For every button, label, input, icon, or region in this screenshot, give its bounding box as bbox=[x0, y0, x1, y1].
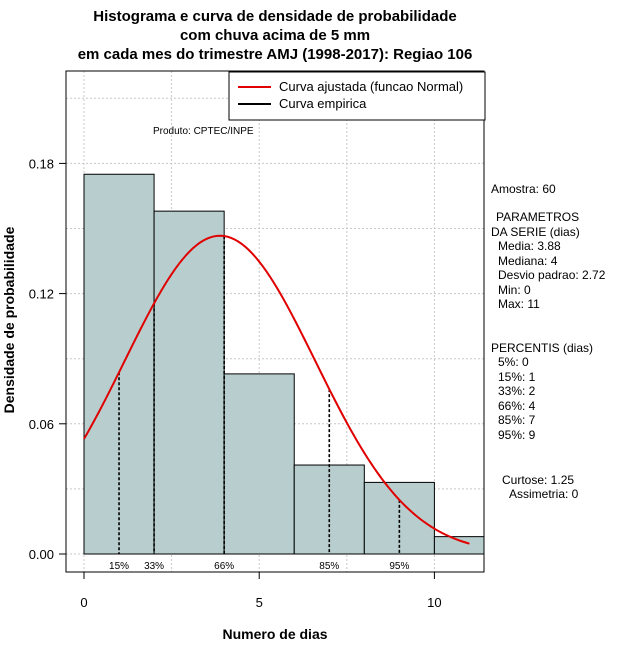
produto-label: Produto: CPTEC/INPE bbox=[153, 126, 254, 137]
legend-empirical-label: Curva empirica bbox=[279, 96, 367, 111]
parametros-subtitle: DA SERIE (dias) bbox=[491, 225, 580, 239]
assimetria-text: Assimetria: 0 bbox=[509, 487, 579, 501]
chart-title-line-3: em cada mes do trimestre AMJ (1998-2017)… bbox=[78, 46, 473, 63]
stats-panel: Amostra: 60 PARAMETROS DA SERIE (dias) M… bbox=[491, 182, 606, 501]
media-text: Media: 3.88 bbox=[498, 239, 561, 253]
max-text: Max: 11 bbox=[498, 297, 540, 311]
p5-text: 5%: 0 bbox=[498, 355, 529, 369]
parametros-title: PARAMETROS bbox=[496, 210, 579, 224]
histogram-bar-0 bbox=[83, 173, 155, 555]
percentile-lines: 15% 33% 66% 85% 95% bbox=[109, 236, 409, 572]
histogram-bar-1 bbox=[153, 210, 225, 555]
x-tick-label-0: 0 bbox=[80, 595, 87, 610]
mediana-text: Mediana: 4 bbox=[498, 254, 558, 268]
amostra-text: Amostra: 60 bbox=[491, 182, 556, 196]
percentile-label-1: 33% bbox=[144, 561, 164, 572]
curtose-text: Curtose: 1.25 bbox=[502, 473, 574, 487]
x-tick-label-2: 10 bbox=[427, 595, 441, 610]
p33-text: 33%: 2 bbox=[498, 384, 536, 398]
percentile-label-2: 66% bbox=[214, 561, 234, 572]
legend-fitted-label: Curva ajustada (funcao Normal) bbox=[279, 79, 463, 94]
p95-text: 95%: 9 bbox=[498, 428, 536, 442]
legend-box bbox=[228, 71, 486, 121]
p85-text: 85%: 7 bbox=[498, 413, 536, 427]
histogram-bar-4 bbox=[363, 481, 435, 555]
histogram-bar-2 bbox=[223, 373, 295, 555]
x-axis: 0 5 10 bbox=[80, 571, 442, 610]
x-axis-label: Numero de dias bbox=[222, 626, 327, 642]
chart-title-line-1: Histograma e curva de densidade de proba… bbox=[93, 8, 456, 25]
x-tick-label-1: 5 bbox=[256, 595, 263, 610]
y-axis-label: Densidade de probabilidade bbox=[1, 226, 17, 413]
chart-title-line-2: com chuva acima de 5 mm bbox=[180, 27, 370, 44]
percentis-title: PERCENTIS (dias) bbox=[491, 341, 593, 355]
percentile-label-3: 85% bbox=[319, 561, 339, 572]
y-axis: 0.00 0.06 0.12 0.18 bbox=[29, 156, 67, 562]
y-tick-label-3: 0.18 bbox=[29, 156, 54, 171]
histogram-bars bbox=[83, 173, 485, 555]
y-tick-label-0: 0.00 bbox=[29, 547, 54, 562]
min-text: Min: 0 bbox=[498, 283, 531, 297]
p15-text: 15%: 1 bbox=[498, 370, 536, 384]
fitted-normal-curve bbox=[83, 234, 470, 545]
y-tick-label-2: 0.12 bbox=[29, 287, 54, 302]
histogram-bar-5 bbox=[433, 536, 485, 555]
desvio-text: Desvio padrao: 2.72 bbox=[498, 268, 606, 282]
percentile-label-4: 95% bbox=[389, 561, 409, 572]
y-tick-label-1: 0.06 bbox=[29, 417, 54, 432]
legend: Curva ajustada (funcao Normal) Curva emp… bbox=[228, 71, 486, 121]
percentile-label-0: 15% bbox=[109, 561, 129, 572]
p66-text: 66%: 4 bbox=[498, 399, 536, 413]
